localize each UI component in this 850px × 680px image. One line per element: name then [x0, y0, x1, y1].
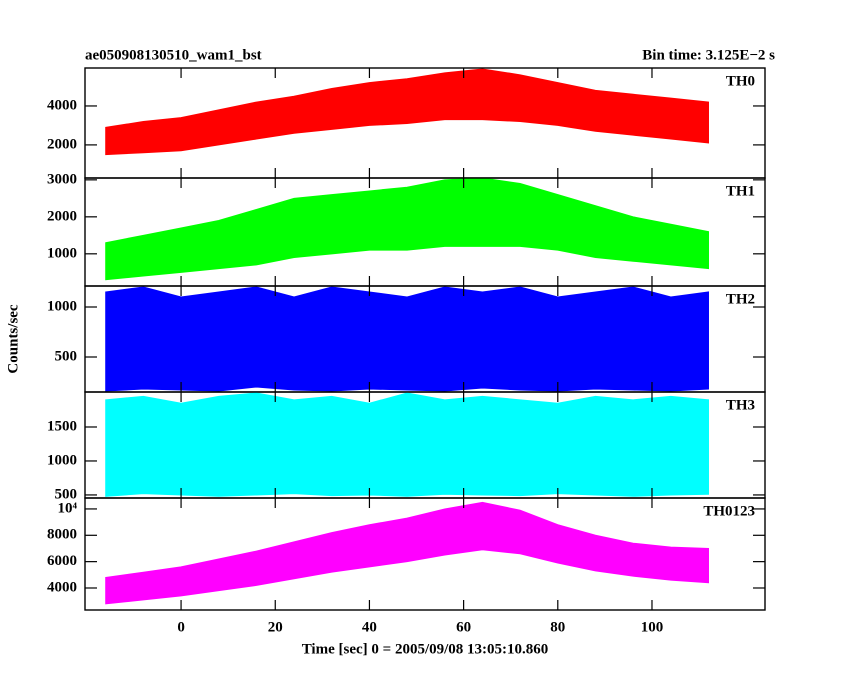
x-tick-label: 80: [550, 619, 565, 635]
x-tick-label: 20: [268, 619, 283, 635]
y-tick-label: 8000: [47, 527, 77, 543]
x-tick-label: 60: [456, 619, 471, 635]
y-tick-label: 2000: [47, 136, 77, 152]
x-axis-label: Time [sec] 0 = 2005/09/08 13:05:10.860: [302, 641, 549, 657]
band: [105, 392, 709, 497]
bin-time: Bin time: 3.125E−2 s: [642, 47, 775, 63]
y-tick-label: 1000: [47, 298, 77, 314]
panel-label: TH1: [726, 183, 755, 199]
y-tick-label: 1000: [47, 452, 77, 468]
x-tick-label: 40: [362, 619, 377, 635]
band: [105, 177, 709, 281]
y-tick-label: 4000: [47, 579, 77, 595]
y-tick-label: 6000: [47, 553, 77, 569]
y-tick-label: 10⁴: [58, 500, 78, 516]
y-tick-label: 500: [55, 486, 78, 502]
x-tick-label: 100: [641, 619, 664, 635]
panel-label: TH2: [726, 291, 755, 307]
y-tick-label: 2000: [47, 208, 77, 224]
panel-label: TH3: [726, 397, 755, 413]
y-tick-label: 500: [55, 348, 78, 364]
y-axis-label: Counts/sec: [5, 304, 21, 374]
panel-label: TH0123: [703, 503, 755, 519]
y-tick-label: 1500: [47, 418, 77, 434]
band: [105, 501, 709, 605]
chart-title: ae050908130510_wam1_bst: [85, 47, 262, 63]
y-tick-label: 1000: [47, 245, 77, 261]
y-tick-label: 4000: [47, 97, 77, 113]
band: [105, 68, 709, 156]
x-tick-label: 0: [177, 619, 185, 635]
y-tick-label: 3000: [47, 171, 77, 187]
panel-label: TH0: [726, 73, 755, 89]
band: [105, 286, 709, 392]
panel-frame: [84, 497, 766, 611]
